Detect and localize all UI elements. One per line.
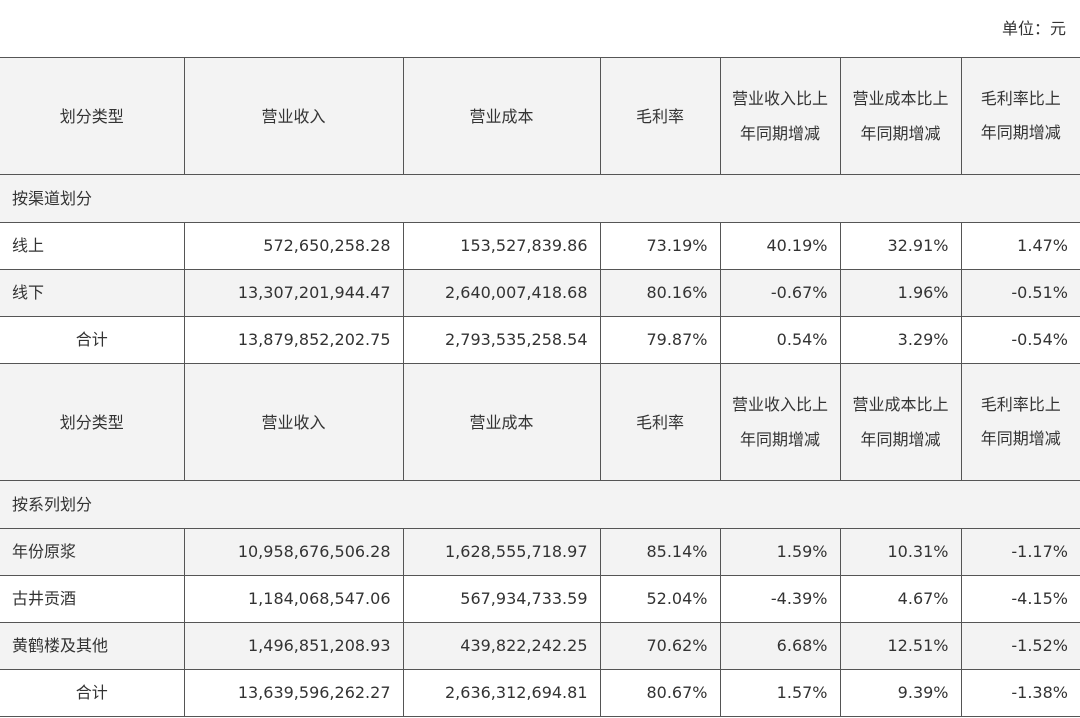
- cell-cost-change: 12.51%: [839, 622, 962, 670]
- row-name: 合计: [0, 316, 185, 364]
- section-row-channel: 按渠道划分: [0, 174, 1080, 223]
- table-header-row: 划分类型 营业收入 营业成本 毛利率 营业收入比上年同期增减 营业成本比上年同期…: [0, 363, 1080, 481]
- header-revenue-change: 营业收入比上年同期增减: [719, 363, 841, 481]
- cell-cost: 1,628,555,718.97: [402, 528, 601, 576]
- cell-revenue: 13,879,852,202.75: [183, 316, 404, 364]
- cell-cost-change: 9.39%: [839, 669, 962, 717]
- cell-cost: 2,640,007,418.68: [402, 269, 601, 317]
- cell-revenue-change: -0.67%: [719, 269, 841, 317]
- row-name: 线下: [0, 269, 185, 317]
- section-title-channel: 按渠道划分: [0, 174, 1080, 223]
- row-name: 合计: [0, 669, 185, 717]
- table-row-total: 合计 13,639,596,262.27 2,636,312,694.81 80…: [0, 669, 1080, 717]
- header-margin-change: 毛利率比上年同期增减: [960, 363, 1080, 481]
- header-category: 划分类型: [0, 363, 185, 481]
- cell-revenue: 1,184,068,547.06: [183, 575, 404, 623]
- table-header-row: 划分类型 营业收入 营业成本 毛利率 营业收入比上年同期增减 营业成本比上年同期…: [0, 57, 1080, 175]
- header-cost-change: 营业成本比上年同期增减: [839, 363, 962, 481]
- cell-revenue-change: 40.19%: [719, 222, 841, 270]
- cell-cost-change: 10.31%: [839, 528, 962, 576]
- cell-cost: 2,636,312,694.81: [402, 669, 601, 717]
- header-cost-change: 营业成本比上年同期增减: [839, 57, 962, 175]
- unit-label: 单位：元: [1001, 19, 1066, 38]
- cell-margin: 80.16%: [599, 269, 721, 317]
- cell-margin-change: -1.38%: [960, 669, 1080, 717]
- cell-margin-change: -0.54%: [960, 316, 1080, 364]
- cell-cost-change: 1.96%: [839, 269, 962, 317]
- cell-margin-change: 1.47%: [960, 222, 1080, 270]
- header-margin: 毛利率: [599, 57, 721, 175]
- cell-margin-change: -4.15%: [960, 575, 1080, 623]
- cell-margin-change: -1.52%: [960, 622, 1080, 670]
- revenue-breakdown-table: 划分类型 营业收入 营业成本 毛利率 营业收入比上年同期增减 营业成本比上年同期…: [0, 57, 1080, 717]
- cell-margin: 85.14%: [599, 528, 721, 576]
- header-revenue: 营业收入: [183, 57, 404, 175]
- table-row: 线下 13,307,201,944.47 2,640,007,418.68 80…: [0, 269, 1080, 317]
- cell-revenue-change: 6.68%: [719, 622, 841, 670]
- cell-cost: 439,822,242.25: [402, 622, 601, 670]
- header-margin: 毛利率: [599, 363, 721, 481]
- table-row-total: 合计 13,879,852,202.75 2,793,535,258.54 79…: [0, 316, 1080, 364]
- cell-margin: 52.04%: [599, 575, 721, 623]
- cell-cost: 567,934,733.59: [402, 575, 601, 623]
- header-revenue-change: 营业收入比上年同期增减: [719, 57, 841, 175]
- section-title-series: 按系列划分: [0, 480, 1080, 529]
- cell-margin: 73.19%: [599, 222, 721, 270]
- header-revenue: 营业收入: [183, 363, 404, 481]
- cell-cost: 153,527,839.86: [402, 222, 601, 270]
- cell-margin-change: -0.51%: [960, 269, 1080, 317]
- header-cost: 营业成本: [402, 57, 601, 175]
- cell-revenue: 13,307,201,944.47: [183, 269, 404, 317]
- row-name: 古井贡酒: [0, 575, 185, 623]
- row-name: 线上: [0, 222, 185, 270]
- cell-revenue-change: 1.57%: [719, 669, 841, 717]
- table-row: 古井贡酒 1,184,068,547.06 567,934,733.59 52.…: [0, 575, 1080, 623]
- header-margin-change: 毛利率比上年同期增减: [960, 57, 1080, 175]
- cell-cost-change: 3.29%: [839, 316, 962, 364]
- cell-revenue-change: -4.39%: [719, 575, 841, 623]
- cell-cost-change: 32.91%: [839, 222, 962, 270]
- cell-margin: 79.87%: [599, 316, 721, 364]
- header-category: 划分类型: [0, 57, 185, 175]
- section-row-series: 按系列划分: [0, 480, 1080, 529]
- cell-revenue-change: 0.54%: [719, 316, 841, 364]
- cell-cost: 2,793,535,258.54: [402, 316, 601, 364]
- row-name: 黄鹤楼及其他: [0, 622, 185, 670]
- table-row: 年份原浆 10,958,676,506.28 1,628,555,718.97 …: [0, 528, 1080, 576]
- cell-margin: 80.67%: [599, 669, 721, 717]
- header-cost: 营业成本: [402, 363, 601, 481]
- cell-revenue: 1,496,851,208.93: [183, 622, 404, 670]
- table-row: 黄鹤楼及其他 1,496,851,208.93 439,822,242.25 7…: [0, 622, 1080, 670]
- cell-revenue: 13,639,596,262.27: [183, 669, 404, 717]
- cell-margin-change: -1.17%: [960, 528, 1080, 576]
- cell-revenue: 572,650,258.28: [183, 222, 404, 270]
- cell-revenue-change: 1.59%: [719, 528, 841, 576]
- row-name: 年份原浆: [0, 528, 185, 576]
- cell-margin: 70.62%: [599, 622, 721, 670]
- table-row: 线上 572,650,258.28 153,527,839.86 73.19% …: [0, 222, 1080, 270]
- cell-cost-change: 4.67%: [839, 575, 962, 623]
- cell-revenue: 10,958,676,506.28: [183, 528, 404, 576]
